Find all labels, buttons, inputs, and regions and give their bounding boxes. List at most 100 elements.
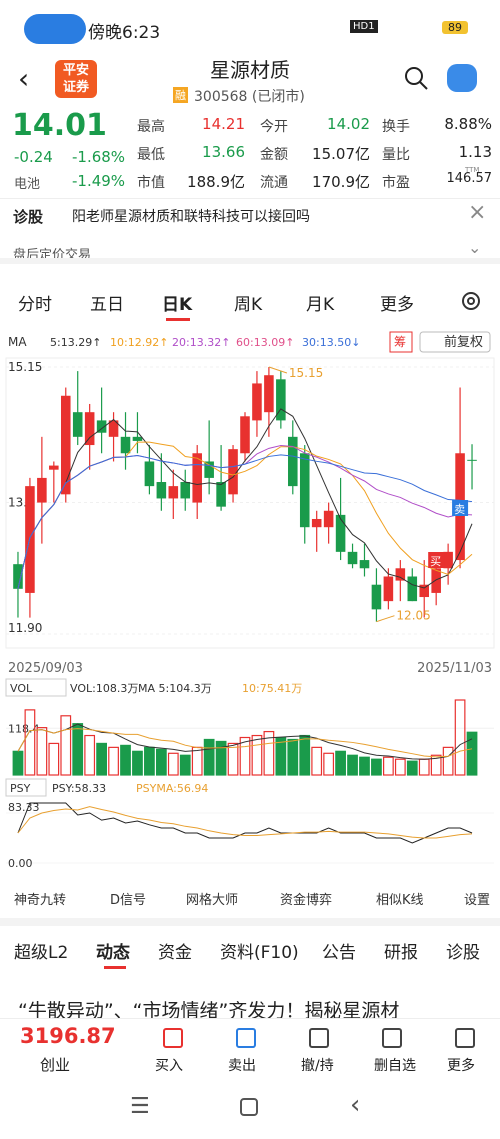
stock-name: 星源材质 [210,58,290,82]
tab[interactable]: 更多 [380,295,414,315]
vol-bar [60,715,72,776]
headline[interactable]: “牛散异动”、“市场情绪”齐发力！揭秘星源材 [18,1000,400,1022]
candle-body [192,453,202,503]
logo-line: 平安 [62,63,89,78]
vol-tag [5,678,67,697]
candle-body [276,379,286,421]
high-label: 15.15 [289,366,323,380]
button[interactable]: 删自选 [374,1058,416,1074]
back[interactable]: ‹ [18,62,30,95]
tool[interactable]: 相似K线 [376,893,424,908]
button[interactable]: 更多 [447,1058,475,1074]
stat-label: 市盈 [382,175,410,191]
stat-label: 流通 [260,175,288,191]
nav-menu[interactable]: ☰ [130,1094,150,1119]
vol-bar [383,756,394,776]
candle-body [72,412,83,437]
vol-label: VOL [10,682,33,695]
ma-line [17,444,473,589]
vol-legend: MA 5:104.3万 [138,682,212,695]
candle-body [60,395,71,495]
candle-body [216,482,226,507]
battery: 89 [442,21,468,34]
tab2[interactable]: 研报 [384,943,418,963]
date-start: 2025/09/03 [8,661,83,676]
expand[interactable]: ⌄ [468,238,482,257]
divider [0,198,500,199]
adjust: 前复权 [444,334,483,350]
candle-body [347,551,358,565]
psy-legend: PSYMA:56.94 [136,782,208,795]
candle-body [467,459,477,461]
vol-bar [263,730,275,776]
stat-value: 188.9亿 [187,173,245,191]
board[interactable]: 创业 [40,1056,71,1074]
code: 300568 (已闭市) [194,89,305,105]
sell-box [452,500,469,516]
psy-label: PSY [10,782,31,795]
tab[interactable]: 周K [234,295,263,315]
tool[interactable]: D信号 [110,893,147,908]
vol-ma [17,728,473,758]
tool[interactable]: 设置 [464,893,491,908]
tab2[interactable]: 动态 [96,943,130,963]
tab2[interactable]: 诊股 [446,943,480,963]
vol-bar [406,760,418,776]
stat-label: 量比 [382,147,410,163]
vol-bar [239,736,251,776]
ttm: TTM [465,166,480,174]
vol-bar [335,750,346,776]
tab2[interactable]: 公告 [322,943,356,963]
stat-value: 14.02 [327,115,370,133]
tab2[interactable]: 资料(F10) [220,943,299,963]
tab[interactable]: 月K [306,295,335,315]
tool[interactable]: 网格大师 [186,893,239,908]
button[interactable]: 撤/持 [301,1058,334,1074]
change: -0.24 [14,148,53,166]
button[interactable]: 卖出 [228,1058,256,1074]
tab[interactable]: 日K [162,295,193,315]
robot[interactable] [447,64,477,92]
settings[interactable] [460,290,482,312]
button-icon[interactable] [236,1028,256,1048]
stat-value: 146.57 [446,171,493,186]
nav-back[interactable]: ‹ [350,1090,361,1120]
candle-body [37,477,47,503]
button-icon[interactable] [163,1028,183,1048]
candle-body [108,420,119,437]
candle-body [419,584,430,598]
vol-bar [323,752,335,776]
hi-pointer [268,366,288,374]
tab2[interactable]: 资金 [158,943,192,963]
ma-item: 5:13.29↑ [50,336,101,349]
candle-body [335,514,346,552]
candle-body [252,383,262,421]
nav-home[interactable] [240,1098,258,1116]
vol-bar [24,709,36,776]
tab2[interactable]: 超级L2 [14,943,69,963]
vol-bar [299,734,311,776]
candle-body [299,453,310,528]
stat-label: 换手 [382,119,410,135]
news-text[interactable]: 阳老师星源材质和联特科技可以接回吗 [72,209,310,225]
candle-body [407,576,418,602]
button-icon[interactable] [382,1028,402,1048]
vol-legend: VOL:108.3万 [70,682,138,695]
button-icon[interactable] [455,1028,475,1048]
stat-label: 最低 [137,147,165,163]
button[interactable]: 买入 [155,1058,183,1074]
tool[interactable]: 神奇九转 [14,893,67,908]
pct: -1.68% [72,148,126,166]
stat-value: 170.9亿 [312,173,370,191]
ma-label: MA [8,335,27,349]
tab[interactable]: 五日 [90,295,124,315]
vol-bar [430,754,442,776]
candle-body [431,568,441,593]
tab[interactable]: 分时 [18,295,52,315]
stat-label: 市值 [137,175,165,191]
search[interactable] [402,64,432,94]
close[interactable]: × [468,200,487,225]
button-icon[interactable] [309,1028,329,1048]
candle-body [49,465,59,470]
tool[interactable]: 资金博弈 [280,893,333,908]
